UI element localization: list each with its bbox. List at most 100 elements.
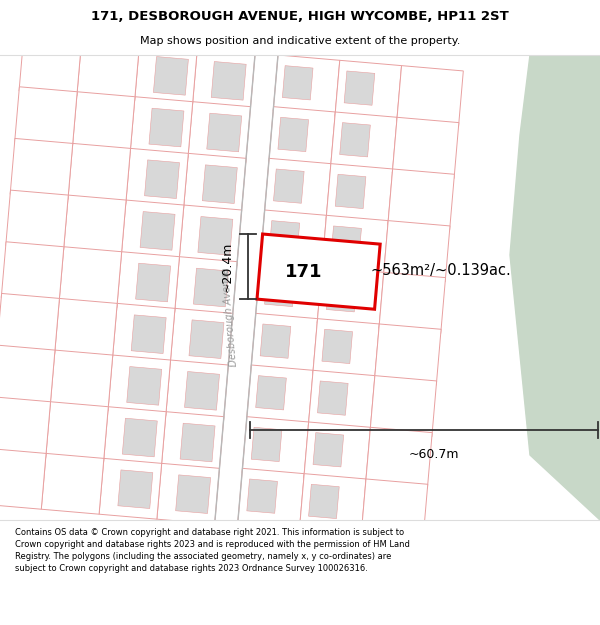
Polygon shape [256,376,286,410]
Polygon shape [317,381,348,415]
Text: ~20.4m: ~20.4m [221,241,234,292]
Polygon shape [202,165,237,204]
Polygon shape [10,139,73,199]
Polygon shape [188,102,251,162]
Polygon shape [68,143,131,204]
Polygon shape [185,371,220,410]
Polygon shape [392,118,459,178]
Polygon shape [273,55,340,116]
Polygon shape [175,257,237,318]
Polygon shape [340,122,370,157]
Polygon shape [331,112,397,173]
Polygon shape [0,294,59,354]
Polygon shape [251,428,282,462]
Polygon shape [326,278,357,312]
Text: ~563m²/~0.139ac.: ~563m²/~0.139ac. [370,262,511,278]
Polygon shape [59,247,122,308]
Polygon shape [122,418,157,457]
Polygon shape [278,118,308,152]
Polygon shape [326,164,392,225]
Polygon shape [257,234,380,309]
Polygon shape [41,453,104,514]
Polygon shape [180,423,215,462]
Polygon shape [131,315,166,354]
Polygon shape [274,169,304,203]
Polygon shape [322,329,353,364]
Polygon shape [130,97,193,158]
Polygon shape [19,35,82,96]
Polygon shape [108,355,170,416]
Polygon shape [99,458,161,519]
Polygon shape [189,320,224,359]
Polygon shape [317,267,384,328]
Polygon shape [1,242,64,302]
Polygon shape [193,50,255,111]
Polygon shape [166,360,229,421]
Polygon shape [242,417,308,478]
Polygon shape [374,324,441,385]
Polygon shape [260,324,291,358]
Text: 171: 171 [285,262,322,281]
Text: ~60.7m: ~60.7m [409,448,459,461]
Polygon shape [126,148,188,209]
Polygon shape [344,71,375,105]
Polygon shape [247,365,313,426]
Polygon shape [269,221,299,255]
Polygon shape [112,303,175,364]
Polygon shape [176,475,211,514]
Polygon shape [383,221,450,282]
Polygon shape [313,432,344,467]
Polygon shape [118,470,153,509]
Text: Desborough Avenue: Desborough Avenue [221,268,239,368]
Polygon shape [121,200,184,261]
Polygon shape [283,66,313,100]
Polygon shape [322,216,388,276]
Polygon shape [0,397,50,458]
Polygon shape [388,169,454,230]
Polygon shape [157,463,220,524]
Polygon shape [6,190,68,251]
Polygon shape [265,158,331,219]
Polygon shape [117,252,179,312]
Polygon shape [510,55,600,520]
Polygon shape [154,57,188,95]
Polygon shape [260,210,326,271]
Polygon shape [308,371,375,431]
Polygon shape [308,484,339,519]
Polygon shape [104,407,166,468]
Text: Map shows position and indicative extent of the property.: Map shows position and indicative extent… [140,36,460,46]
Polygon shape [265,272,295,307]
Polygon shape [370,376,437,437]
Polygon shape [184,153,246,214]
Polygon shape [145,160,179,199]
Polygon shape [256,262,322,322]
Polygon shape [136,263,170,302]
Polygon shape [313,319,379,380]
Polygon shape [365,428,432,488]
Polygon shape [193,268,229,307]
Polygon shape [161,412,224,472]
Polygon shape [331,226,361,260]
Polygon shape [127,367,162,405]
Polygon shape [134,45,197,106]
Polygon shape [211,61,246,100]
Polygon shape [299,474,366,535]
Polygon shape [269,107,335,168]
Polygon shape [335,174,366,209]
Polygon shape [179,205,242,266]
Polygon shape [77,40,139,101]
Polygon shape [149,108,184,147]
Polygon shape [50,350,113,411]
Polygon shape [379,272,446,333]
Polygon shape [64,195,126,256]
Polygon shape [397,66,463,127]
Polygon shape [140,212,175,250]
Polygon shape [14,87,77,148]
Polygon shape [238,468,304,529]
Polygon shape [251,313,317,374]
Polygon shape [0,345,55,406]
Polygon shape [247,479,277,513]
Text: Contains OS data © Crown copyright and database right 2021. This information is : Contains OS data © Crown copyright and d… [15,528,410,572]
Polygon shape [361,479,428,540]
Polygon shape [304,422,370,483]
